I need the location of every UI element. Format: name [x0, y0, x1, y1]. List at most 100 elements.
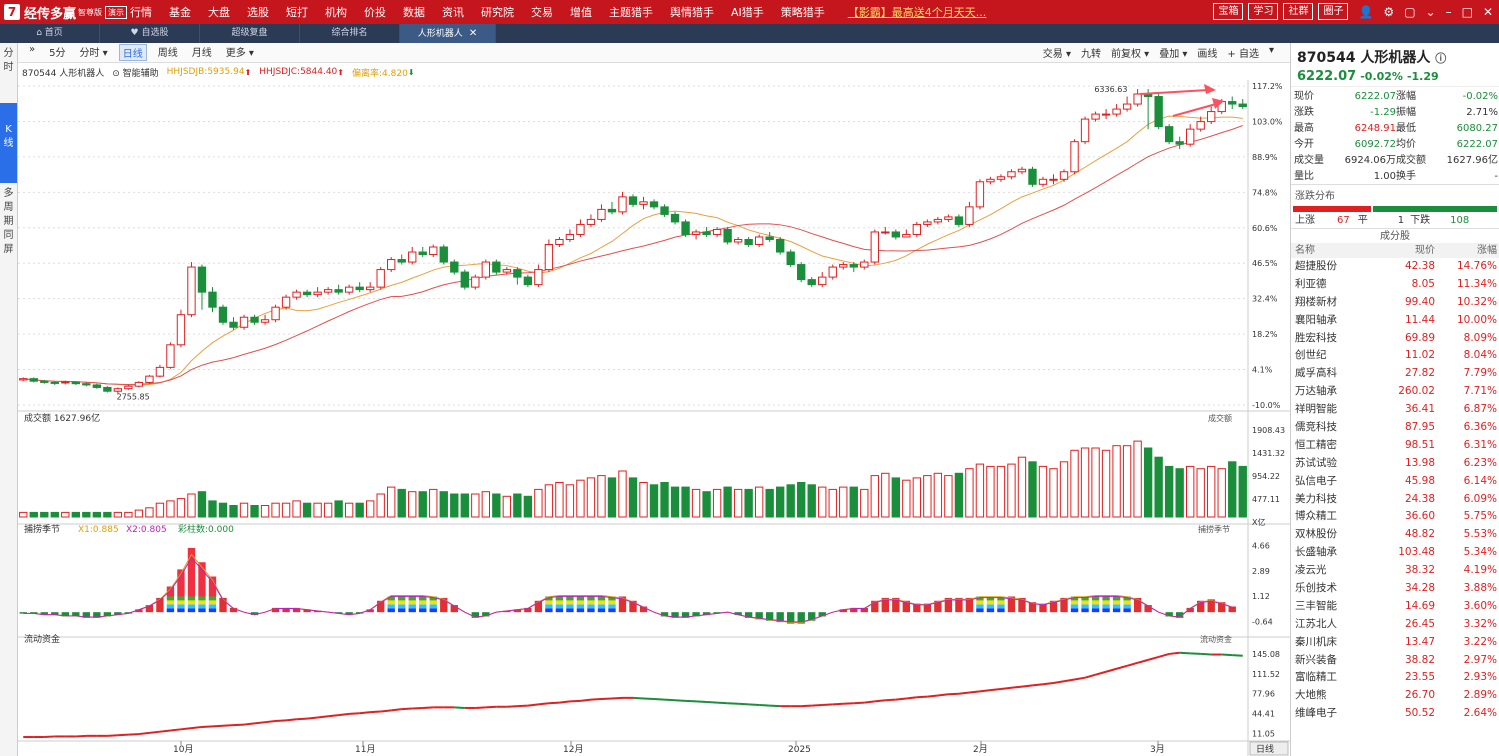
tab-1[interactable]: ♥ 自选股: [100, 24, 200, 43]
tab-2[interactable]: 超级复盘: [200, 24, 300, 43]
constituent-row[interactable]: 创世纪 11.02 8.04%: [1295, 349, 1497, 362]
smart-assist-toggle[interactable]: ⊙ 智能辅助: [112, 68, 159, 79]
tab-3[interactable]: 综合排名: [300, 24, 400, 43]
left-nav-0[interactable]: 分时: [3, 48, 14, 73]
constituent-row[interactable]: 超捷股份 42.38 14.76%: [1295, 260, 1497, 272]
vol-bar: [323, 502, 333, 518]
left-nav-2[interactable]: 多周期同屏: [3, 188, 14, 255]
toolbar-right-btn-4[interactable]: 画线: [1197, 49, 1218, 60]
constituent-row[interactable]: 博众精工 36.60 5.75%: [1295, 510, 1497, 523]
constituent-row[interactable]: 翔楼新材 99.40 10.32%: [1295, 295, 1497, 308]
menu-item-8[interactable]: 资讯: [442, 6, 464, 19]
kline-chart[interactable]: 117.2% 103.0% 88.9% 74.8% 60.6% 46.5% 32.4% 18.…: [18, 80, 1290, 756]
vol-bar: [597, 475, 606, 518]
menu-item-11[interactable]: 增值: [570, 6, 592, 19]
toolbar-btn-3[interactable]: 日线: [118, 44, 147, 61]
toolbar-btn-5[interactable]: 月线: [191, 48, 212, 59]
menu-item-13[interactable]: 舆情猎手: [670, 6, 714, 19]
constituent-row[interactable]: 凌云光 38.32 4.19%: [1295, 564, 1497, 577]
menu-item-14[interactable]: AI猎手: [731, 6, 764, 19]
menu-item-2[interactable]: 大盘: [208, 6, 230, 19]
constituent-row[interactable]: 威孚高科 27.82 7.79%: [1295, 367, 1497, 380]
con-header-2[interactable]: 涨幅: [1477, 245, 1497, 256]
hhjsdjc-value: HHJSDJC:5844.40: [259, 67, 338, 77]
constituent-row[interactable]: 祥明智能 36.41 6.87%: [1295, 403, 1497, 416]
toolbar-right-btn-0[interactable]: 交易 ▾: [1042, 49, 1071, 60]
flow-segment: [632, 696, 644, 700]
toolbar-btn-1[interactable]: 5分: [49, 48, 66, 59]
window-icon[interactable]: ▢: [1404, 4, 1416, 19]
vol-bar: [71, 511, 80, 518]
constituent-row[interactable]: 恒工精密 98.51 6.31%: [1295, 438, 1497, 451]
ind-stack-bar: [408, 604, 416, 609]
top-btn-3[interactable]: 圈子: [1318, 3, 1349, 20]
toolbar-right-btn-3[interactable]: 叠加 ▾: [1159, 49, 1188, 60]
vol-bar: [481, 491, 490, 518]
top-btn-1[interactable]: 学习: [1248, 3, 1279, 20]
chevron-down-icon[interactable]: ⌄: [1425, 4, 1436, 19]
toolbar-btn-4[interactable]: 周线: [157, 48, 178, 59]
con-header-0[interactable]: 名称: [1295, 245, 1315, 256]
gear-icon[interactable]: ⚙: [1383, 4, 1395, 19]
toolbar-btn-0[interactable]: »: [29, 44, 36, 55]
vol-bar: [471, 493, 480, 518]
app-logo[interactable]: 7 经传多赢 智尊版 演示: [0, 3, 130, 22]
toolbar-right-btn-2[interactable]: 前复权 ▾: [1111, 49, 1150, 60]
vol-bar: [849, 486, 858, 518]
con-header-1[interactable]: 现价: [1415, 245, 1435, 256]
constituent-row[interactable]: 利亚德 8.05 11.34%: [1295, 277, 1497, 290]
constituent-row[interactable]: 维峰电子 50.52 2.64%: [1295, 707, 1497, 720]
constituent-row[interactable]: 三丰智能 14.69 3.60%: [1295, 599, 1497, 612]
period-button-label[interactable]: 日线: [1256, 743, 1274, 755]
menu-item-5[interactable]: 机构: [325, 6, 347, 19]
maximize-icon[interactable]: □: [1461, 4, 1473, 19]
constituent-row[interactable]: 双林股份 48.82 5.53%: [1295, 528, 1497, 541]
menu-item-12[interactable]: 主题猎手: [609, 6, 653, 19]
constituent-row[interactable]: 秦川机床 13.47 3.22%: [1295, 635, 1497, 648]
constituent-row[interactable]: 新兴装备 38.82 2.97%: [1295, 653, 1497, 666]
menu-item-15[interactable]: 策略猎手: [780, 6, 825, 19]
period-button[interactable]: [1249, 741, 1289, 756]
toolbar-btn-2[interactable]: 分时 ▾: [79, 48, 108, 59]
toolbar-right-btn-6[interactable]: ▾: [1268, 45, 1274, 56]
top-btn-2[interactable]: 社群: [1283, 3, 1314, 20]
constituent-row[interactable]: 胜宏科技 69.89 8.09%: [1295, 331, 1497, 344]
vol-bar: [828, 488, 837, 518]
tab-4[interactable]: 人形机器人 ✕: [400, 24, 496, 43]
menu-item-6[interactable]: 价投: [364, 6, 386, 19]
menu-item-1[interactable]: 基金: [169, 6, 191, 19]
ind-bar: [934, 600, 942, 613]
constituent-row[interactable]: 襄阳轴承 11.44 10.00%: [1295, 313, 1497, 326]
ad-link[interactable]: 【影霸】最高送4个月天天...: [847, 6, 987, 19]
menu-item-10[interactable]: 交易: [531, 6, 553, 19]
flow-tick-label: 44.41: [1252, 710, 1275, 719]
menu-item-0[interactable]: 行情: [130, 6, 152, 19]
menu-item-7[interactable]: 数据: [403, 6, 425, 19]
constituent-row[interactable]: 苏试试验 13.98 6.23%: [1295, 456, 1497, 469]
toolbar-right-btn-1[interactable]: 九转: [1081, 49, 1101, 60]
toolbar-right-btn-5[interactable]: + 自选: [1227, 49, 1259, 60]
constituent-row[interactable]: 弘信电子 45.98 6.14%: [1295, 474, 1497, 487]
constituent-row[interactable]: 富临精工 23.55 2.93%: [1295, 671, 1497, 684]
tab-0[interactable]: ⌂ 首页: [0, 24, 100, 43]
close-icon[interactable]: ✕: [1482, 4, 1493, 19]
constituent-row[interactable]: 儒竞科技 87.95 6.36%: [1295, 421, 1497, 434]
constituent-row[interactable]: 大地熊 26.70 2.89%: [1295, 689, 1497, 702]
menu-item-4[interactable]: 短打: [286, 6, 308, 19]
constituent-row[interactable]: 江苏北人 26.45 3.32%: [1295, 617, 1497, 630]
minimize-icon[interactable]: –: [1445, 4, 1452, 19]
top-btn-0[interactable]: 宝箱: [1213, 3, 1244, 20]
constituent-row[interactable]: 乐创技术 34.28 3.88%: [1295, 582, 1497, 595]
tab-close-icon[interactable]: ✕: [468, 28, 478, 39]
dist-title: 涨跌分布: [1291, 184, 1499, 204]
menu-item-9[interactable]: 研究院: [481, 6, 514, 19]
constituent-row[interactable]: 美力科技 24.38 6.09%: [1295, 492, 1497, 505]
candle: [1133, 93, 1142, 105]
constituent-row[interactable]: 长盛轴承 103.48 5.34%: [1295, 546, 1497, 559]
constituent-row[interactable]: 万达轴承 260.02 7.71%: [1295, 385, 1497, 398]
menu-item-3[interactable]: 选股: [247, 6, 269, 19]
toolbar-btn-6[interactable]: 更多 ▾: [225, 48, 254, 59]
user-icon[interactable]: 👤: [1358, 4, 1374, 19]
ind-stack-bar: [555, 604, 564, 609]
